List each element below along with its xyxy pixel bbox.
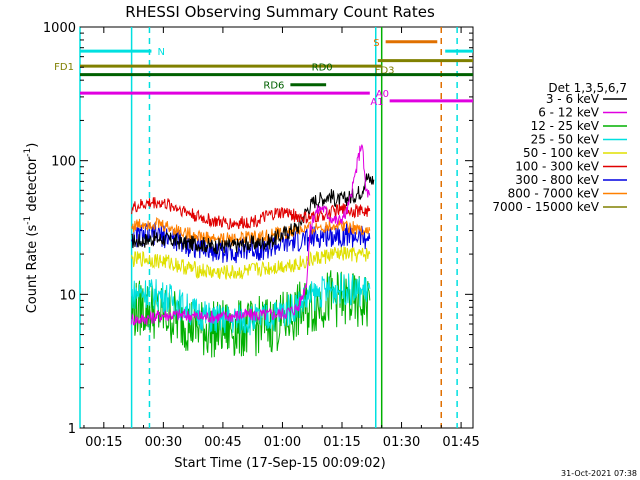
y-axis-label-main: Count Rate (s <box>25 225 40 314</box>
flag-label-a1: A1 <box>370 97 383 108</box>
y-axis-ticks: 1 10 100 1000 <box>43 21 473 437</box>
y-tick-label-1: 10 <box>59 288 76 303</box>
y-tick-label-3: 1000 <box>43 21 76 36</box>
legend-label-0: 3 - 6 keV <box>546 92 600 106</box>
series-line-6 <box>131 221 371 264</box>
legend-label-4: 50 - 100 keV <box>523 146 600 160</box>
flag-label-a0: A0 <box>376 89 389 100</box>
flag-label-n: N <box>157 47 164 58</box>
series-line-2 <box>131 270 371 358</box>
legend-title: Det 1,3,5,6,7 <box>548 81 627 95</box>
y-tick-label-0: 1 <box>68 422 76 437</box>
series-line-4 <box>131 246 371 280</box>
y-axis-label-sup2: -1 <box>23 148 33 157</box>
legend-label-8: 7000 - 15000 keV <box>492 200 599 214</box>
chart-title: RHESSI Observing Summary Count Rates <box>125 3 435 21</box>
flag-label-rd6: RD6 <box>263 81 284 92</box>
y-axis-label: Count Rate (s-1 detector-1) <box>23 143 40 314</box>
legend-label-1: 6 - 12 keV <box>538 106 600 120</box>
series-line-0 <box>131 173 375 255</box>
x-tick-label-2: 00:45 <box>204 435 241 450</box>
flag-label-s: S <box>373 38 379 49</box>
series-line-3 <box>131 272 371 336</box>
y-tick-label-2: 100 <box>51 155 76 170</box>
y-axis-label-mid: detector <box>25 156 40 216</box>
x-tick-label-6: 01:45 <box>442 435 479 450</box>
legend-label-5: 100 - 300 keV <box>515 160 599 174</box>
flag-label-fd1: FD1 <box>54 62 74 73</box>
legend-label-6: 300 - 800 keV <box>515 173 599 187</box>
x-tick-label-1: 00:30 <box>145 435 182 450</box>
x-tick-label-3: 01:00 <box>264 435 301 450</box>
legend-label-7: 800 - 7000 keV <box>508 187 600 201</box>
legend-label-2: 12 - 25 keV <box>531 119 600 133</box>
x-tick-label-5: 01:30 <box>383 435 420 450</box>
x-axis-ticks: 00:15 00:30 00:45 01:00 01:15 01:30 01:45 <box>83 27 480 450</box>
series-line-1 <box>131 144 371 326</box>
y-axis-label-end: ) <box>25 143 40 148</box>
flag-label-fd3: FD3 <box>375 66 395 77</box>
count-rate-series <box>131 144 375 358</box>
legend-label-3: 25 - 50 keV <box>531 133 600 147</box>
x-tick-label-4: 01:15 <box>323 435 360 450</box>
y-axis-label-sup1: -1 <box>23 216 33 225</box>
footer-timestamp: 31-Oct-2021 07:38 <box>561 469 637 478</box>
x-axis-label: Start Time (17-Sep-15 00:09:02) <box>174 456 385 471</box>
x-tick-label-0: 00:15 <box>85 435 122 450</box>
flag-label-rd0: RD0 <box>312 63 333 74</box>
